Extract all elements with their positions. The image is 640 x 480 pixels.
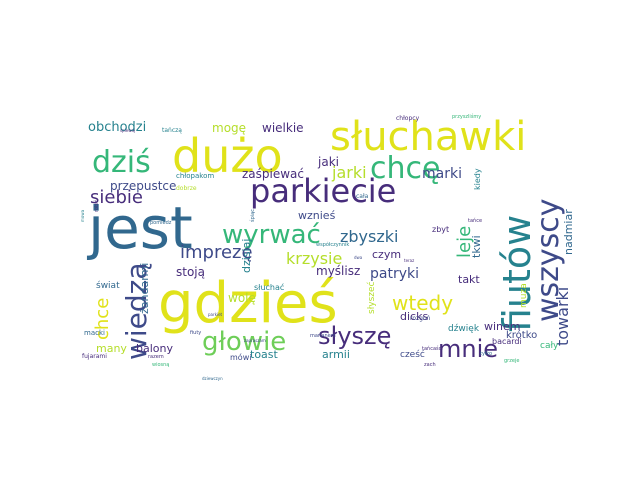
word-64: fujarami	[82, 353, 107, 360]
word-65: fiuty	[190, 330, 201, 336]
word-15: imprezę	[180, 242, 253, 263]
word-70: tańcaści	[422, 345, 443, 352]
word-43: winem	[484, 320, 521, 333]
word-76: pomiedz	[150, 220, 172, 226]
word-38: wolę	[228, 291, 256, 305]
word-87: mowa	[80, 209, 85, 222]
word-54: słuchać	[254, 282, 284, 292]
word-31: krótko	[506, 329, 537, 341]
word-34: dzisiaj	[240, 239, 253, 273]
word-19: krzysie	[286, 249, 342, 268]
word-2: dużo	[172, 129, 283, 183]
word-11: głowie	[202, 327, 286, 357]
word-71: tańce	[468, 217, 482, 224]
word-69: współczynnik	[316, 241, 349, 248]
word-39: stoją	[176, 265, 205, 279]
word-18: chce	[92, 298, 113, 340]
word-82: dwa	[354, 255, 363, 260]
word-1: jest	[86, 194, 193, 262]
word-3: słuchawki	[330, 114, 526, 160]
word-cloud-background	[80, 118, 565, 363]
word-45: cały	[540, 341, 559, 351]
word-32: nadmiar	[562, 209, 575, 255]
word-63: macki	[84, 329, 105, 337]
word-79: śpiąc	[249, 209, 256, 222]
word-6: wszyscy	[531, 198, 566, 322]
word-51: mówi	[230, 352, 251, 362]
word-25: obchodzi	[88, 120, 146, 135]
word-41: takt	[458, 273, 480, 286]
word-36: tkwi	[470, 235, 483, 258]
word-5: chcę	[370, 151, 440, 186]
word-7: parkiecie	[250, 172, 396, 210]
word-13: mnie	[438, 335, 498, 363]
word-62: dobrze	[176, 185, 197, 192]
word-68: przyszliśmy	[452, 113, 481, 120]
word-26: mogę	[212, 121, 246, 135]
word-85: wiosną	[152, 362, 169, 368]
word-55: kiedy	[473, 168, 482, 190]
word-66: marianem	[310, 333, 336, 339]
word-22: leje	[454, 226, 475, 258]
word-42: dicks	[400, 310, 428, 323]
word-16: wtedy	[392, 291, 453, 315]
word-50: armii	[322, 348, 350, 361]
word-52: cześć	[400, 349, 425, 360]
word-81: teraz	[404, 258, 414, 263]
word-0: gdzieś	[158, 271, 338, 336]
word-78: spiewaj	[120, 128, 135, 133]
word-72: tyłko	[480, 351, 492, 357]
word-49: toast	[250, 348, 279, 361]
word-17: towarki	[553, 287, 572, 346]
word-29: jaki	[317, 155, 339, 169]
word-57: zbyt	[432, 225, 449, 234]
word-48: balony	[136, 342, 173, 355]
word-83: cała	[356, 193, 369, 200]
word-56: muza	[519, 283, 529, 308]
word-27: wielkie	[262, 121, 304, 135]
word-53: świat	[96, 280, 120, 291]
word-8: wiedzą	[120, 262, 153, 360]
word-44: dźwięk	[448, 324, 480, 334]
word-9: dziś	[92, 145, 151, 180]
word-24: patryki	[370, 266, 419, 282]
word-23: marki	[422, 166, 462, 182]
word-58: słyszeć	[366, 281, 377, 314]
word-73: grzeje	[504, 358, 519, 364]
word-4: fiutów	[495, 215, 539, 332]
word-47: many	[96, 342, 127, 355]
word-84: razem	[148, 354, 164, 360]
word-12: słyszę	[318, 322, 391, 350]
word-60: tańczą	[162, 127, 182, 134]
word-61: chłopakom	[176, 172, 214, 180]
word-37: myślisz	[316, 264, 360, 278]
word-59: rozgoń	[410, 315, 431, 322]
word-74: zach	[424, 362, 436, 368]
word-67: chłopcy	[396, 115, 420, 122]
word-86: parkiet	[208, 312, 223, 317]
word-80: zapraszam	[244, 338, 266, 343]
word-group: gdzieś jest dużo słuchawki fiutów chcę wszyscy…	[80, 113, 575, 381]
word-33: wznieś	[298, 209, 336, 222]
word-75: robić	[93, 199, 100, 212]
word-20: zbyszki	[340, 227, 398, 246]
word-30: przepustce	[110, 179, 176, 193]
word-14: siebie	[90, 187, 143, 208]
word-35: czym	[372, 248, 401, 261]
word-21: jarki	[331, 163, 367, 182]
word-77: dziewczyn	[202, 376, 223, 381]
word-10: wyrwać	[222, 220, 321, 250]
word-28: zaśpiewać	[242, 167, 304, 181]
word-40: żandarmi	[138, 263, 151, 314]
word-46: bacardi	[492, 337, 522, 346]
